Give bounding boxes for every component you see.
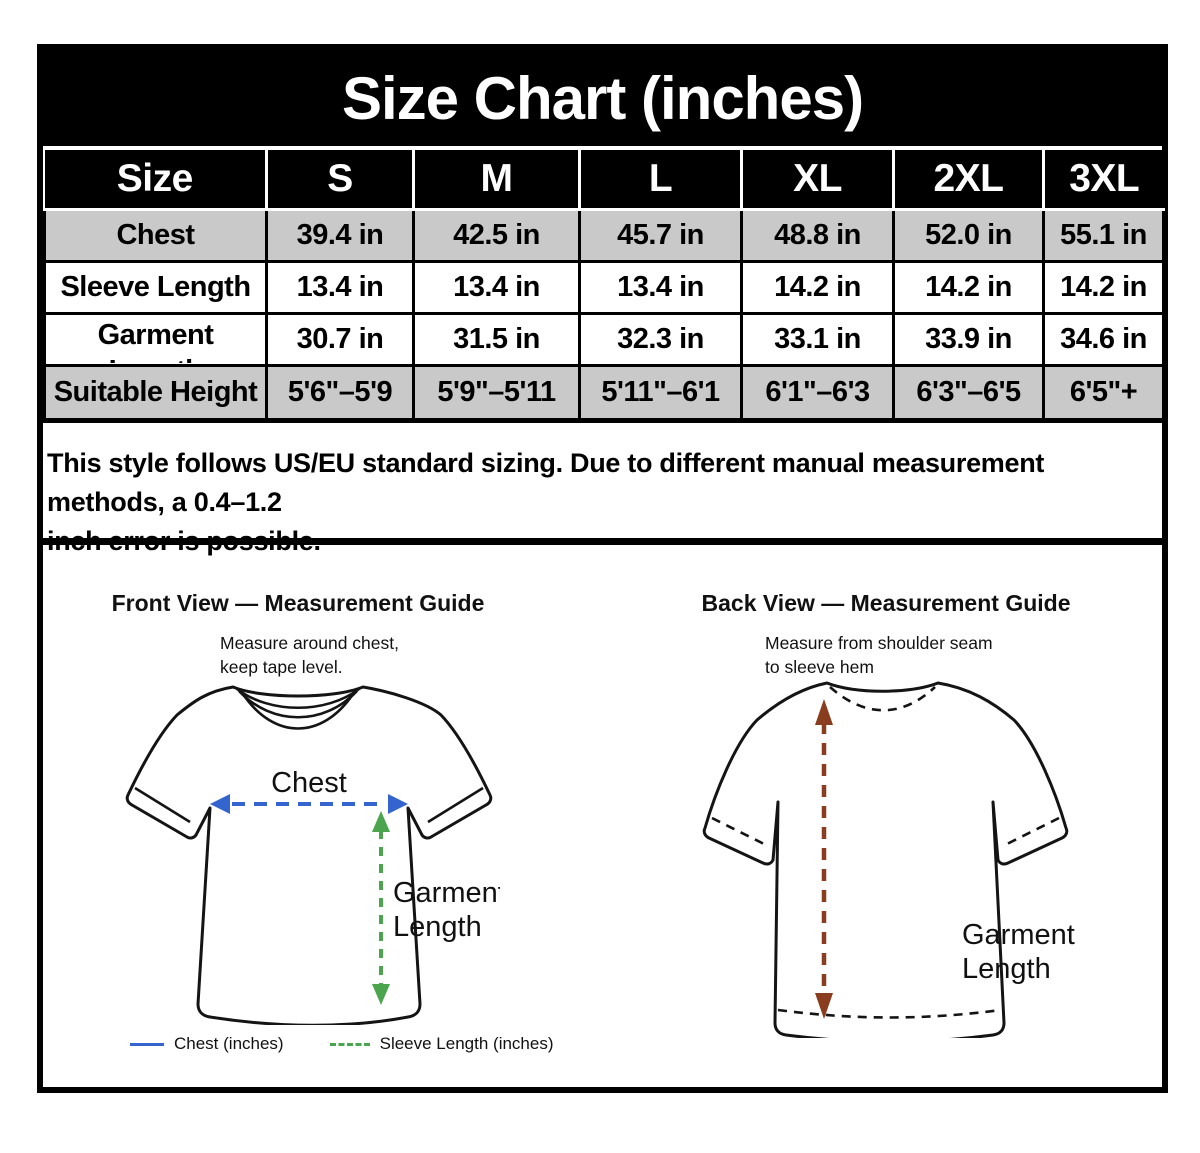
row-label: Suitable Height <box>43 365 268 423</box>
cell: 14.2 in <box>892 261 1045 315</box>
cell: 45.7 in <box>578 209 743 263</box>
page-title: Size Chart (inches) <box>43 50 1162 150</box>
right-sleeve-hem-dashed <box>1002 816 1060 848</box>
back-tshirt-diagram: Garment Length <box>702 681 1075 1038</box>
cell: 6'5"+ <box>1042 365 1165 423</box>
cell: 34.6 in <box>1042 313 1165 367</box>
chest-line-swatch <box>130 1042 164 1046</box>
cell: 48.8 in <box>740 209 895 263</box>
cell: 6'3"–6'5 <box>892 365 1045 423</box>
header-cell-l: L <box>578 150 742 211</box>
cell: 52.0 in <box>892 209 1045 263</box>
cell: 13.4 in <box>265 261 415 315</box>
cell: 13.4 in <box>412 261 581 315</box>
garment-length-label-line2: Length <box>393 911 482 943</box>
legend-item-sleeve-length: Sleeve Length (inches) <box>329 1034 554 1054</box>
cell: 32.3 in <box>578 313 743 367</box>
collar-seam-dashed <box>829 686 936 712</box>
section-divider <box>43 538 1162 545</box>
header-cell-xl: XL <box>740 150 894 211</box>
right-sleeve-hem <box>427 786 484 824</box>
row-label: Sleeve Length <box>43 261 268 315</box>
legend-item-chest: Chest (inches) <box>130 1034 284 1054</box>
sizing-note: This style follows US/EU standard sizing… <box>47 448 1045 556</box>
table-row-suitable-height: Suitable Height 5'6"–5'9 5'9"–5'11 5'11"… <box>43 365 1165 423</box>
cell: 31.5 in <box>412 313 581 367</box>
garment-length-label-line1: Garment <box>393 877 500 909</box>
collar-rib-3 <box>241 693 355 730</box>
cell: 39.4 in <box>265 209 415 263</box>
cell: 5'11"–6'1 <box>578 365 743 423</box>
cell: 13.4 in <box>578 261 743 315</box>
cell: 55.1 in <box>1042 209 1165 263</box>
chest-arrow <box>210 794 408 814</box>
header-cell-2xl: 2XL <box>892 150 1044 211</box>
left-sleeve-hem-dashed <box>711 816 769 848</box>
collar-rib-2 <box>238 690 358 719</box>
back-annotation: Measure from shoulder seam to sleeve hem <box>765 633 993 677</box>
chest-label: Chest <box>271 767 347 799</box>
front-view-title: Front View — Measurement Guide <box>111 590 485 616</box>
back-tshirt-outline <box>702 681 1069 1038</box>
front-annotation: Measure around chest, keep tape level. <box>220 633 399 677</box>
collar-rib-1 <box>236 687 360 710</box>
size-chart-sheet: Size Chart (inches) Size S M L XL 2XL 3X… <box>37 44 1168 1093</box>
table-row-chest: Chest 39.4 in 42.5 in 45.7 in 48.8 in 52… <box>43 209 1165 263</box>
sleeve-line-swatch <box>329 1042 370 1046</box>
row-label: Garment Length <box>43 313 268 367</box>
clipped-label: Garment Length <box>97 318 214 363</box>
garment-length-arrow <box>372 811 390 1005</box>
front-tshirt-diagram: Chest Garment Length <box>125 685 500 1025</box>
back-view-title: Back View — Measurement Guide <box>701 590 1071 616</box>
back-garment-length-label-line2: Length <box>962 953 1051 985</box>
table-row-sleeve-length: Sleeve Length 13.4 in 13.4 in 13.4 in 14… <box>43 261 1165 315</box>
row-label: Chest <box>43 209 268 263</box>
cell: 14.2 in <box>740 261 895 315</box>
cell: 42.5 in <box>412 209 581 263</box>
cell: 6'1"–6'3 <box>740 365 895 423</box>
header-cell-s: S <box>265 150 414 211</box>
header-cell-size: Size <box>44 150 267 211</box>
cell: 5'9"–5'11 <box>412 365 581 423</box>
back-garment-length-label-line1: Garment <box>962 919 1075 951</box>
cell: 33.9 in <box>892 313 1045 367</box>
cell: 33.1 in <box>740 313 895 367</box>
left-sleeve-hem <box>134 786 191 824</box>
legend-label: Chest (inches) <box>174 1034 284 1053</box>
size-table: Size S M L XL 2XL 3XL Chest 39.4 in 42.5… <box>43 150 1165 423</box>
size-header-row: Size S M L XL 2XL 3XL <box>44 150 1164 211</box>
cell: 30.7 in <box>265 313 415 367</box>
header-cell-3xl: 3XL <box>1042 150 1164 211</box>
front-tshirt-outline <box>125 685 493 1025</box>
legend-label: Sleeve Length (inches) <box>379 1034 554 1053</box>
back-garment-length-arrow <box>815 699 833 1019</box>
diagram-legend: Chest (inches) Sleeve Length (inches) <box>130 1034 554 1054</box>
cell: 14.2 in <box>1042 261 1165 315</box>
header-cell-m: M <box>412 150 580 211</box>
cell: 5'6"–5'9 <box>265 365 415 423</box>
bottom-hem-dashed <box>777 1008 1002 1019</box>
table-row-garment-length: Garment Length 30.7 in 31.5 in 32.3 in 3… <box>43 313 1165 367</box>
